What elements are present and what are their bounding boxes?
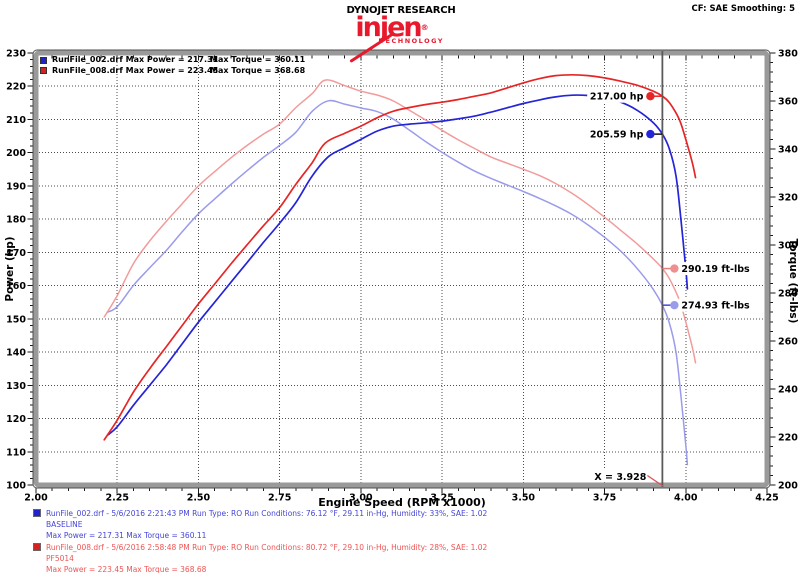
run-info-baseline: RunFile_002.drf - 5/6/2016 2:21:43 PM Ru… <box>33 508 797 541</box>
y-right-tick-label: 360 <box>778 97 798 108</box>
y-left-tick-label: 110 <box>6 447 26 458</box>
y-right-tick-label: 240 <box>778 385 798 396</box>
y-left-tick-label: 160 <box>6 281 26 292</box>
curve-pf5014-torque <box>103 79 697 364</box>
x-tick-label: 4.00 <box>674 493 698 504</box>
curve-pf5014-power <box>103 73 697 441</box>
callout-label: 290.19 ft-lbs <box>681 264 750 275</box>
x-tick-label: 4.25 <box>755 493 778 504</box>
chart-legend: RunFile_002.drf Max Power = 217.31 Max T… <box>38 55 305 77</box>
y-left-tick-label: 170 <box>6 248 26 259</box>
cursor-label-tail <box>647 474 664 487</box>
run-info-pf5014: RunFile_008.drf - 5/6/2016 2:58:48 PM Ru… <box>33 542 797 573</box>
y-right-tick-label: 320 <box>778 193 798 204</box>
y-axis-left-title: Power (hp) <box>4 236 16 301</box>
x-tick-label: 2.00 <box>24 493 48 504</box>
y-right-tick-label: 280 <box>778 289 798 300</box>
run-pf5014-name: PF5014 <box>46 554 74 563</box>
plot-border <box>33 50 770 488</box>
y-left-tick-label: 180 <box>6 215 26 226</box>
y-left-tick-label: 200 <box>6 148 26 159</box>
x-tick-label: 3.75 <box>593 493 616 504</box>
x-tick-label: 2.75 <box>268 493 291 504</box>
legend-row-baseline: RunFile_002.drf Max Power = 217.31 Max T… <box>38 55 305 66</box>
callout-dot <box>646 129 655 139</box>
y-right-tick-label: 200 <box>778 481 798 492</box>
correction-smoothing-info: CF: SAE Smoothing: 5 <box>691 4 796 14</box>
legend-row-pf5014: RunFile_008.drf Max Power = 223.45 Max T… <box>38 65 305 77</box>
legend-swatch-pf5014 <box>40 67 47 74</box>
report-title: DYNOJET RESEARCH <box>346 5 456 16</box>
y-right-tick-label: 380 <box>778 49 798 60</box>
callout-background <box>587 89 644 103</box>
callout-background <box>678 262 756 276</box>
y-right-tick-label: 300 <box>778 241 798 252</box>
run-swatch-pf5014 <box>33 543 41 551</box>
y-left-tick-label: 140 <box>6 348 26 359</box>
y-right-tick-label: 260 <box>778 337 798 348</box>
y-left-tick-label: 130 <box>6 381 26 392</box>
curve-baseline-torque <box>106 99 689 466</box>
x-tick-label: 3.50 <box>512 493 536 504</box>
curve-baseline-power <box>106 94 689 437</box>
callout-label: 205.59 hp <box>590 130 644 141</box>
legend-torque-baseline: Max Torque = 360.11 <box>210 55 306 64</box>
x-tick-label: 2.25 <box>105 493 128 504</box>
y-left-tick-label: 190 <box>6 181 26 192</box>
cursor-x-label: X = 3.928 <box>594 472 646 483</box>
x-tick-label: 3.00 <box>349 493 373 504</box>
y-left-tick-label: 150 <box>6 314 26 325</box>
y-left-tick-label: 220 <box>6 82 26 93</box>
x-tick-label: 3.25 <box>430 493 453 504</box>
run-pf5014-max-values: Max Power = 223.45 Max Torque = 368.68 <box>46 565 207 573</box>
cursor-label-background <box>590 470 649 482</box>
run-baseline-conditions: RunFile_002.drf - 5/6/2016 2:21:43 PM Ru… <box>46 509 488 518</box>
y-left-tick-label: 100 <box>6 481 26 492</box>
logo-subtitle: TECHNOLOGY <box>379 37 444 45</box>
y-left-tick-label: 120 <box>6 414 26 425</box>
y-axis-right-title: Torque (ft-lbs) <box>787 239 799 324</box>
callout-dot <box>646 92 655 101</box>
y-left-tick-label: 210 <box>6 115 26 126</box>
run-swatch-baseline <box>33 509 41 517</box>
legend-label-baseline: RunFile_002.drf Max Power = 217.31 <box>52 55 219 64</box>
run-baseline-max-values: Max Power = 217.31 Max Torque = 360.11 <box>46 531 207 540</box>
callout-dot <box>670 300 679 310</box>
x-axis-title: Engine Speed (RPM x1000) <box>318 496 486 509</box>
y-right-tick-label: 340 <box>778 145 798 156</box>
callout-background <box>587 127 644 141</box>
callout-label: 217.00 hp <box>590 92 644 103</box>
y-left-tick-label: 230 <box>6 49 26 60</box>
x-tick-label: 2.50 <box>187 493 211 504</box>
registered-mark-icon: ® <box>420 23 429 32</box>
run-pf5014-conditions: RunFile_008.drf - 5/6/2016 2:58:48 PM Ru… <box>46 543 488 552</box>
callout-label: 274.93 ft-lbs <box>681 301 750 312</box>
callout-background <box>678 298 756 312</box>
y-right-tick-label: 220 <box>778 433 798 444</box>
plot-border-outline <box>32 49 771 489</box>
legend-label-pf5014: RunFile_008.drf Max Power = 223.45 <box>52 65 219 75</box>
legend-torque-pf5014: Max Torque = 368.68 <box>210 65 306 75</box>
legend-swatch-baseline <box>40 56 47 64</box>
callout-dot <box>670 264 679 273</box>
injen-logo: injen® TECHNOLOGY <box>338 14 446 63</box>
run-baseline-name: BASELINE <box>46 520 83 529</box>
